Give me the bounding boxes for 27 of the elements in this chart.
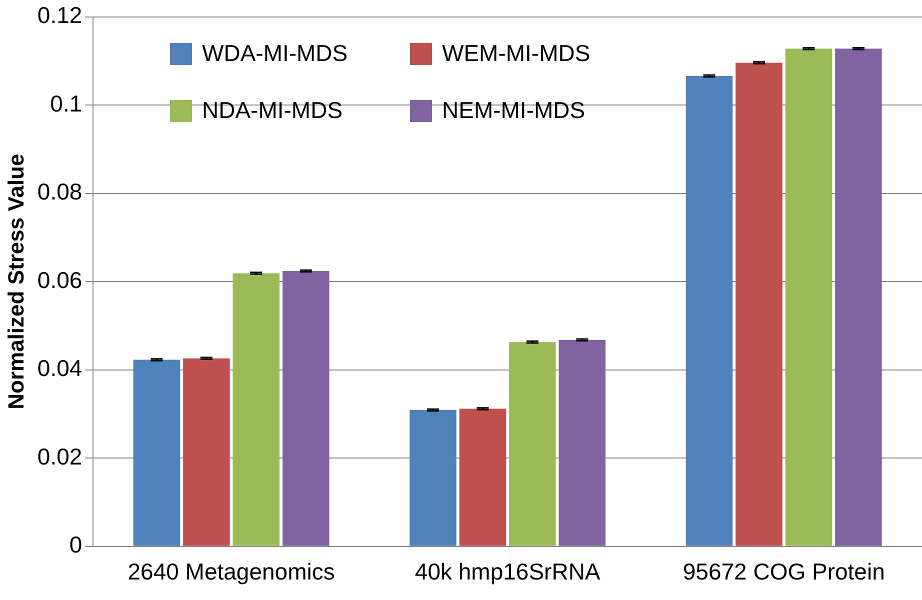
y-tick-label: 0.12: [37, 2, 82, 28]
legend-label: WDA-MI-MDS: [202, 40, 348, 67]
bar: [686, 76, 733, 546]
legend-label: WEM-MI-MDS: [442, 40, 590, 67]
bar: [736, 62, 782, 546]
y-tick-label: 0.06: [37, 266, 82, 293]
bar: [509, 342, 556, 546]
bar: [835, 48, 882, 546]
y-tick-label: 0: [69, 532, 82, 558]
y-tick-label: 0.02: [37, 443, 82, 470]
x-tick-label: 95672 COG Protein: [682, 558, 885, 585]
bar: [232, 273, 280, 546]
y-tick-label: 0.04: [37, 355, 82, 382]
bar: [785, 48, 832, 546]
bar: [133, 360, 180, 546]
x-tick-label: 40k hmp16SrRNA: [414, 558, 601, 585]
y-axis-title: Normalized Stress Value: [3, 154, 28, 410]
bar: [459, 408, 506, 546]
legend-label: NEM-MI-MDS: [442, 97, 586, 124]
legend-label: NDA-MI-MDS: [202, 97, 343, 124]
y-tick-label: 0.1: [50, 90, 82, 116]
bar: [410, 410, 456, 546]
y-tick-label: 0.08: [37, 178, 82, 205]
bar: [282, 271, 330, 546]
x-tick-label: 2640 Metagenomics: [128, 558, 335, 585]
bar: [558, 340, 606, 546]
bar: [183, 358, 230, 546]
